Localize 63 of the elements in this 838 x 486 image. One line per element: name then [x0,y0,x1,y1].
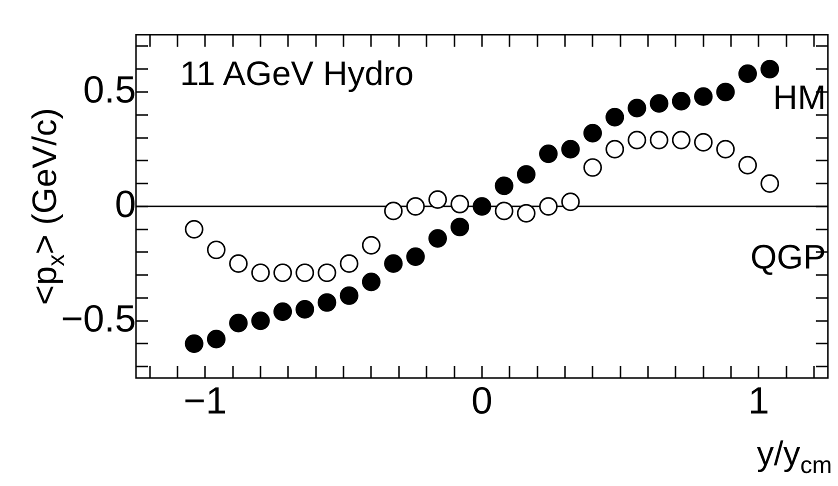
point [384,254,403,273]
point [516,165,536,184]
point [384,202,403,220]
point [362,272,381,292]
point [716,82,735,102]
point [738,64,757,83]
text: 11 AGeV Hydro [180,54,414,93]
point [650,130,668,150]
point [760,60,780,78]
point [318,263,336,282]
point [561,192,580,212]
point [273,263,292,282]
point [296,300,314,319]
point [229,314,248,332]
point [561,140,580,158]
point [251,263,270,282]
point [494,176,514,196]
point [406,197,425,216]
point [362,236,381,255]
point [650,94,668,113]
x-axis-title: y/y$_{cm}$ [756,435,832,480]
point [694,87,713,106]
point [428,229,447,248]
x-tick-label: −1 [184,380,227,422]
point [583,124,602,142]
x-tick-label: 0 [471,380,493,422]
legend-label: HM [773,79,826,118]
point [273,302,292,321]
point [605,140,624,158]
point [206,240,226,260]
point [760,174,780,193]
y-tick-label: 0 [114,184,136,226]
y-tick-label: 0.5 [83,69,136,112]
point [738,156,757,175]
point [229,254,248,273]
point [184,334,204,353]
point [672,92,691,110]
point [605,108,624,126]
point [450,218,470,236]
point [628,98,646,118]
point [516,204,536,223]
point [206,330,226,348]
point [539,144,558,164]
point [428,190,447,209]
point [450,194,470,214]
point [539,197,558,216]
point [716,140,735,158]
point [406,247,425,266]
point [472,197,492,216]
point [296,263,314,282]
y-tick-label: −0.5 [60,298,136,340]
point [184,220,204,239]
point [583,158,602,177]
point [494,202,514,220]
point [694,133,713,152]
point [628,130,646,150]
legend-label: QGP [750,238,826,276]
point [251,312,270,330]
point [672,130,691,150]
point [340,254,358,273]
point [340,286,358,305]
point [318,293,336,312]
x-tick-label: 1 [748,380,770,422]
